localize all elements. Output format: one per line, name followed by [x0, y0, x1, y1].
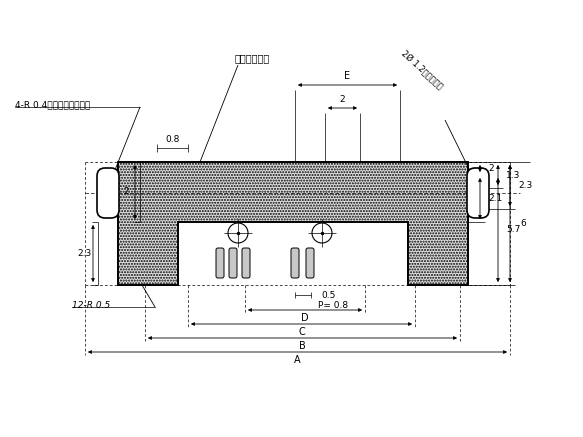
Text: 0.8: 0.8 — [166, 135, 180, 143]
Text: 0.5: 0.5 — [322, 291, 336, 299]
FancyBboxPatch shape — [216, 248, 224, 278]
Text: 5.7: 5.7 — [506, 225, 521, 235]
FancyBboxPatch shape — [467, 168, 489, 218]
Text: E: E — [345, 71, 350, 81]
Text: コネクタ端面: コネクタ端面 — [234, 53, 269, 63]
FancyBboxPatch shape — [306, 248, 314, 278]
Text: 2: 2 — [340, 94, 345, 104]
Text: 2Ø 1.2（㛆通穴）: 2Ø 1.2（㛆通穴） — [400, 49, 445, 91]
Text: 2: 2 — [488, 164, 494, 173]
FancyBboxPatch shape — [291, 248, 299, 278]
Text: 1.3: 1.3 — [506, 170, 521, 180]
Text: 2.3: 2.3 — [77, 249, 91, 258]
Text: P= 0.8: P= 0.8 — [318, 301, 348, 309]
Text: 2.3: 2.3 — [518, 181, 532, 190]
Text: 6: 6 — [520, 219, 526, 228]
FancyBboxPatch shape — [229, 248, 237, 278]
Polygon shape — [118, 162, 468, 285]
Text: A: A — [294, 355, 301, 365]
FancyBboxPatch shape — [242, 248, 250, 278]
Text: B: B — [299, 341, 306, 351]
Circle shape — [228, 223, 248, 243]
FancyBboxPatch shape — [97, 168, 119, 218]
Circle shape — [312, 223, 332, 243]
Text: 4-R 0.4（スルーホール）: 4-R 0.4（スルーホール） — [15, 101, 90, 110]
Text: 2: 2 — [123, 187, 129, 197]
Text: D: D — [301, 313, 309, 323]
Text: 2.1: 2.1 — [488, 194, 502, 203]
Text: 12-R 0.5: 12-R 0.5 — [72, 301, 110, 309]
Text: C: C — [298, 327, 305, 337]
